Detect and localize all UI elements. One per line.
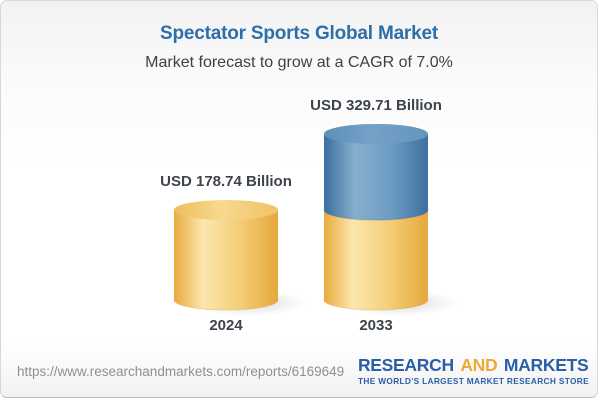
- bar-value-label: USD 178.74 Billion: [160, 173, 292, 190]
- chart-subtitle: Market forecast to grow at a CAGR of 7.0…: [145, 54, 453, 71]
- bar-year-label: 2024: [209, 317, 243, 334]
- report-url-link[interactable]: https://www.researchandmarkets.com/repor…: [17, 363, 345, 379]
- bar-value-label: USD 329.71 Billion: [310, 96, 442, 114]
- logo-wordmark: RESEARCH AND MARKETS: [357, 355, 589, 376]
- logo-word-and: AND: [460, 355, 498, 376]
- logo-word-research: RESEARCH: [357, 355, 454, 376]
- research-and-markets-logo: RESEARCH AND MARKETS THE WORLD'S LARGEST…: [357, 355, 589, 386]
- logo-tagline: THE WORLD'S LARGEST MARKET RESEARCH STOR…: [357, 375, 589, 386]
- logo-word-markets: MARKETS: [503, 355, 589, 376]
- bar-year-label: 2033: [359, 317, 393, 334]
- footer: https://www.researchandmarkets.com/repor…: [1, 349, 597, 397]
- page-title: Spectator Sports Global Market: [159, 23, 438, 44]
